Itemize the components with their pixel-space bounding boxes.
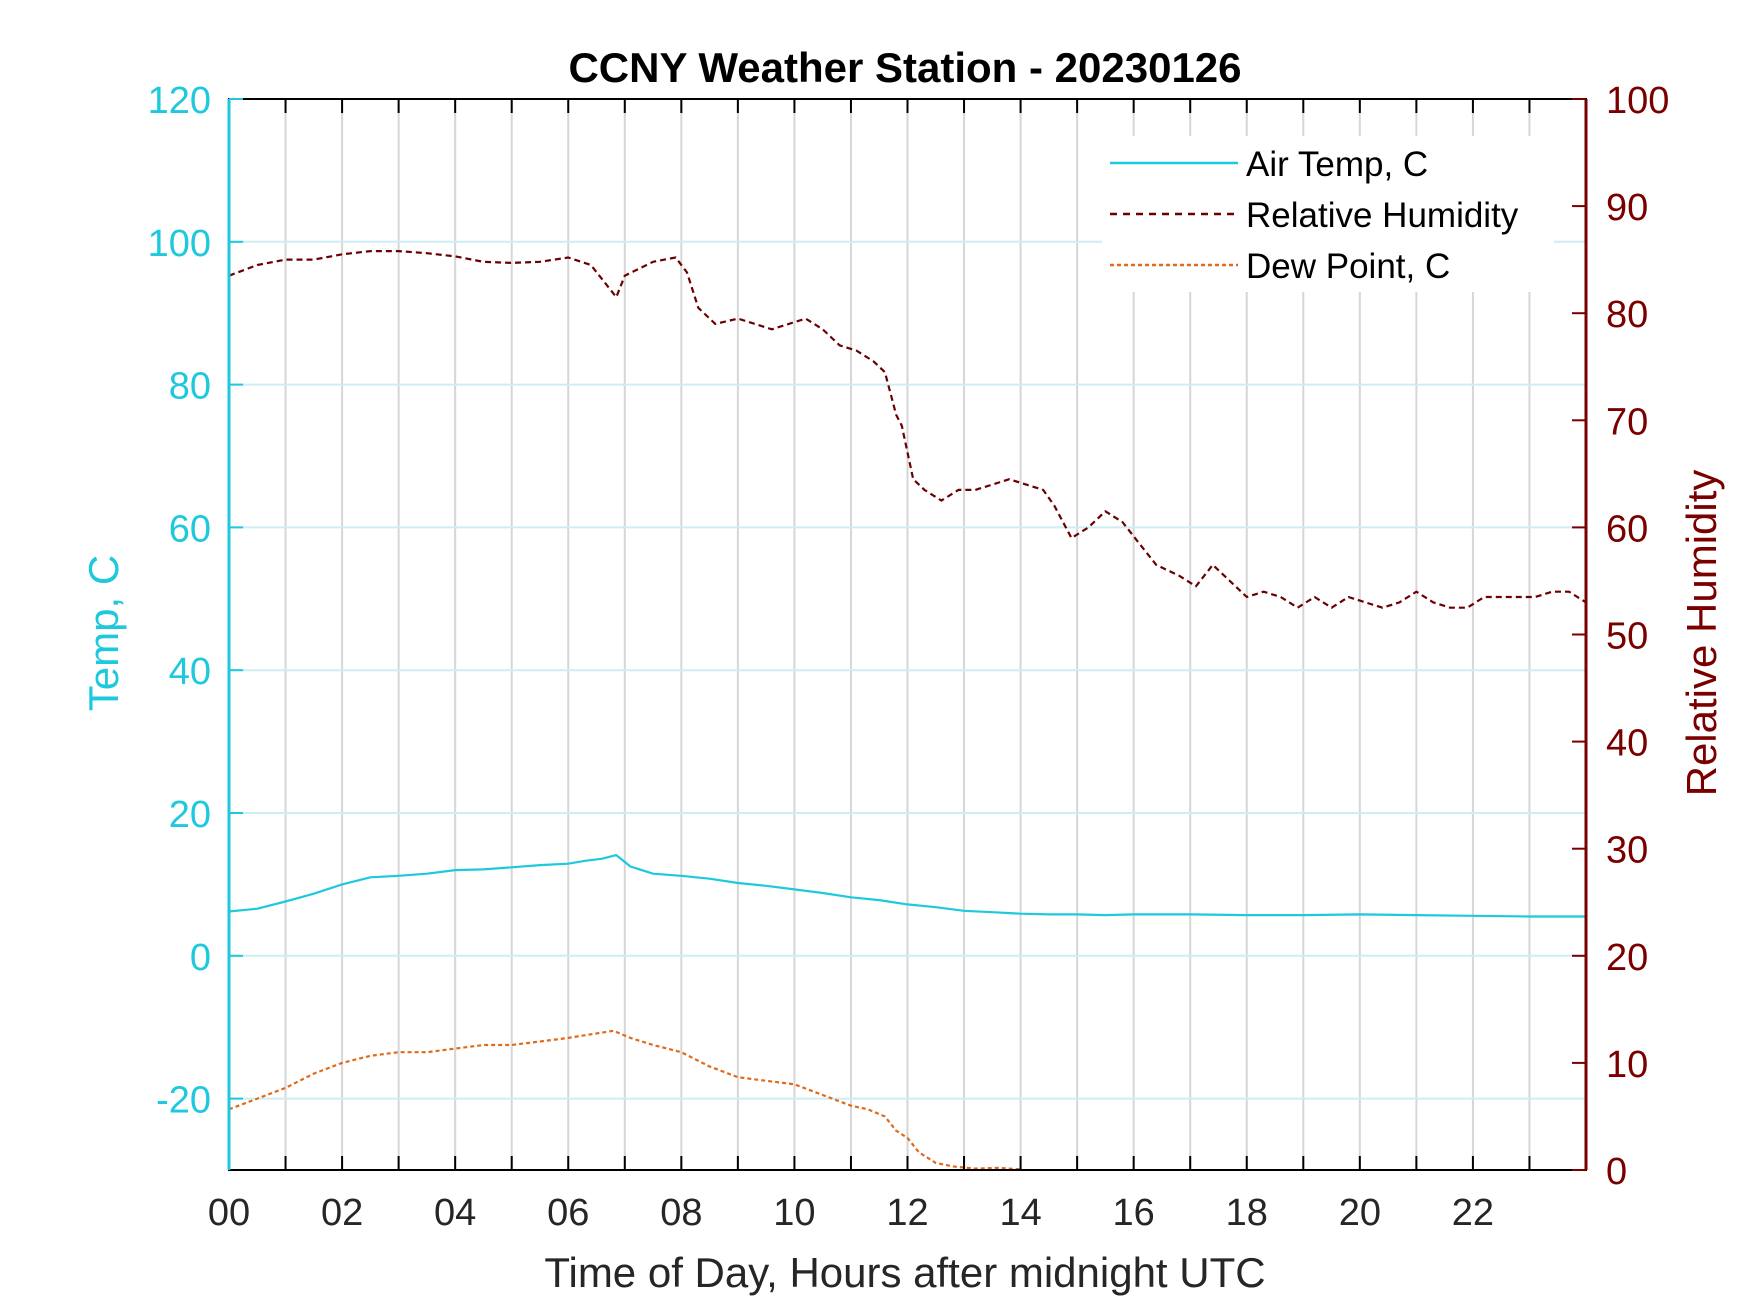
axis-ticks: 120100806040200-201009080706050403020100… <box>148 80 1670 1234</box>
x-tick-label: 08 <box>660 1192 702 1234</box>
y-axis-label-right: Relative Humidity <box>1678 470 1725 797</box>
legend-label-relative-humidity: Relative Humidity <box>1246 196 1519 235</box>
y-right-tick-label: 50 <box>1606 616 1648 658</box>
x-tick-label: 16 <box>1113 1192 1155 1234</box>
series-lines <box>228 250 1587 1171</box>
y-right-tick-label: 70 <box>1606 401 1648 443</box>
y-right-tick-label: 80 <box>1606 294 1648 336</box>
y-left-tick-label: 120 <box>148 80 211 122</box>
legend-label-air-temp: Air Temp, C <box>1246 145 1428 184</box>
series-line-air-temp-c <box>228 853 1586 918</box>
legend: Air Temp, C Relative Humidity Dew Point,… <box>1102 136 1554 292</box>
chart-title: CCNY Weather Station - 20230126 <box>568 44 1241 91</box>
x-tick-label: 02 <box>321 1192 363 1234</box>
x-tick-label: 10 <box>773 1192 815 1234</box>
legend-label-dew-point: Dew Point, C <box>1246 247 1450 286</box>
x-tick-label: 04 <box>434 1192 476 1234</box>
y-right-tick-label: 90 <box>1606 187 1648 229</box>
y-left-tick-label: 60 <box>169 508 211 550</box>
y-axis-label-left: Temp, C <box>80 555 127 711</box>
x-tick-label: 06 <box>547 1192 589 1234</box>
x-tick-label: 18 <box>1226 1192 1268 1234</box>
y-left-tick-label: -20 <box>156 1080 211 1122</box>
x-tick-label: 00 <box>208 1192 250 1234</box>
y-left-tick-label: 80 <box>169 366 211 408</box>
series-line-relative-humidity <box>228 250 1587 609</box>
y-right-tick-label: 60 <box>1606 508 1648 550</box>
y-left-tick-label: 40 <box>169 651 211 693</box>
y-right-tick-label: 20 <box>1606 937 1648 979</box>
y-right-tick-label: 30 <box>1606 830 1648 872</box>
y-right-tick-label: 100 <box>1606 80 1669 122</box>
x-tick-label: 20 <box>1339 1192 1381 1234</box>
y-left-tick-label: 0 <box>190 937 211 979</box>
y-right-tick-label: 10 <box>1606 1044 1648 1086</box>
y-left-tick-label: 20 <box>169 794 211 836</box>
x-tick-label: 22 <box>1452 1192 1494 1234</box>
x-axis-label: Time of Day, Hours after midnight UTC <box>544 1249 1265 1296</box>
y-right-tick-label: 0 <box>1606 1151 1627 1193</box>
grid-lines <box>229 99 1586 1170</box>
y-right-tick-label: 40 <box>1606 723 1648 765</box>
series-line-dew-point-c <box>228 1029 1021 1171</box>
x-tick-label: 12 <box>886 1192 928 1234</box>
y-left-tick-label: 100 <box>148 223 211 265</box>
x-tick-label: 14 <box>999 1192 1041 1234</box>
